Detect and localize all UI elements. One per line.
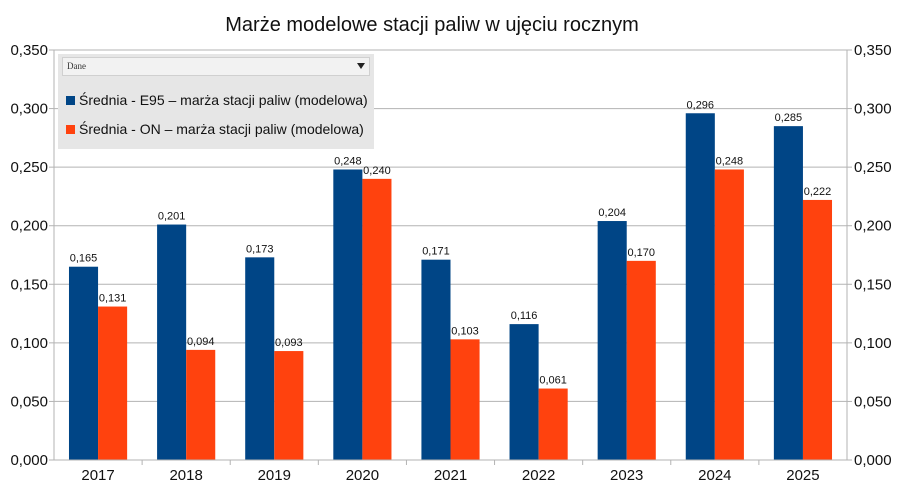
bar <box>509 324 539 460</box>
data-label: 0,296 <box>687 99 715 111</box>
data-label: 0,248 <box>334 155 362 167</box>
bar <box>802 199 833 460</box>
data-label: 0,171 <box>422 246 450 258</box>
x-tick-label: 2021 <box>434 467 467 484</box>
data-label: 0,131 <box>99 293 127 305</box>
data-label: 0,248 <box>716 155 744 167</box>
bar <box>157 224 187 460</box>
legend-dropdown[interactable]: Dane <box>62 57 370 76</box>
data-label: 0,240 <box>363 165 391 177</box>
data-label: 0,093 <box>275 337 303 349</box>
bar <box>626 260 656 460</box>
bar <box>714 169 744 460</box>
data-labels: 0,1650,1310,2010,0940,1730,0930,2480,240… <box>70 99 831 386</box>
bar <box>274 351 304 460</box>
y-tick-label-left: 0,000 <box>10 452 48 469</box>
y-tick-label-right: 0,350 <box>854 42 892 59</box>
legend: Dane Średnia - E95 – marża stacji paliw … <box>58 54 374 149</box>
bars <box>68 113 833 461</box>
y-tick-label-left: 0,350 <box>10 42 48 59</box>
bar <box>245 257 275 460</box>
data-label: 0,173 <box>246 243 274 255</box>
x-tick-label: 2018 <box>169 467 202 484</box>
bar <box>450 339 480 460</box>
data-label: 0,116 <box>511 310 538 322</box>
bar <box>98 306 128 460</box>
y-tick-label-left: 0,200 <box>10 218 48 235</box>
x-tick-label: 2022 <box>522 467 555 484</box>
chart-title: Marże modelowe stacji paliw w ujęciu roc… <box>225 14 638 36</box>
data-label: 0,285 <box>775 112 803 124</box>
data-label: 0,103 <box>451 325 479 337</box>
y-tick-label-right: 0,000 <box>854 452 892 469</box>
legend-label-e95: Średnia - E95 – marża stacji paliw (mode… <box>79 92 368 108</box>
y-tick-label-right: 0,250 <box>854 159 892 176</box>
axes: 0,000 0,000 0,050 0,050 0,100 0,100 0,150 0,150… <box>10 42 891 484</box>
bar <box>685 113 715 460</box>
bar <box>186 349 216 460</box>
data-label: 0,222 <box>804 186 832 198</box>
legend-swatch-on <box>66 124 75 134</box>
bar <box>597 221 627 460</box>
bar <box>538 388 568 460</box>
y-tick-label-right: 0,300 <box>854 101 892 118</box>
y-tick-label-left: 0,300 <box>10 101 48 118</box>
y-tick-label-left: 0,150 <box>10 276 48 293</box>
bar <box>773 126 803 461</box>
legend-dropdown-label: Dane <box>67 61 86 71</box>
chevron-down-icon[interactable] <box>357 63 365 69</box>
x-tick-label: 2020 <box>346 467 379 484</box>
x-tick-label: 2024 <box>698 467 731 484</box>
data-label: 0,170 <box>627 247 655 259</box>
data-label: 0,061 <box>539 375 567 387</box>
y-tick-label-right: 0,150 <box>854 276 892 293</box>
bar <box>362 178 392 460</box>
y-tick-label-right: 0,050 <box>854 393 892 410</box>
y-tick-label-left: 0,250 <box>10 159 48 176</box>
data-label: 0,201 <box>158 211 186 223</box>
y-tick-label-right: 0,200 <box>854 218 892 235</box>
y-tick-label-left: 0,050 <box>10 393 48 410</box>
x-tick-label: 2025 <box>786 467 819 484</box>
data-label: 0,165 <box>70 253 98 265</box>
legend-item-e95: Średnia - E95 – marża stacji paliw (mode… <box>66 91 368 109</box>
x-tick-label: 2019 <box>258 467 291 484</box>
data-label: 0,204 <box>598 207 626 219</box>
y-tick-label-right: 0,100 <box>854 335 892 352</box>
x-tick-label: 2017 <box>81 467 114 484</box>
legend-item-on: Średnia - ON – marża stacji paliw (model… <box>66 120 364 138</box>
x-tick-label: 2023 <box>610 467 643 484</box>
bar <box>68 266 99 460</box>
data-label: 0,094 <box>187 336 215 348</box>
legend-label-on: Średnia - ON – marża stacji paliw (model… <box>79 121 364 137</box>
bar <box>333 169 363 460</box>
legend-swatch-e95 <box>66 95 75 105</box>
y-tick-label-left: 0,100 <box>10 335 48 352</box>
bar <box>421 259 451 460</box>
